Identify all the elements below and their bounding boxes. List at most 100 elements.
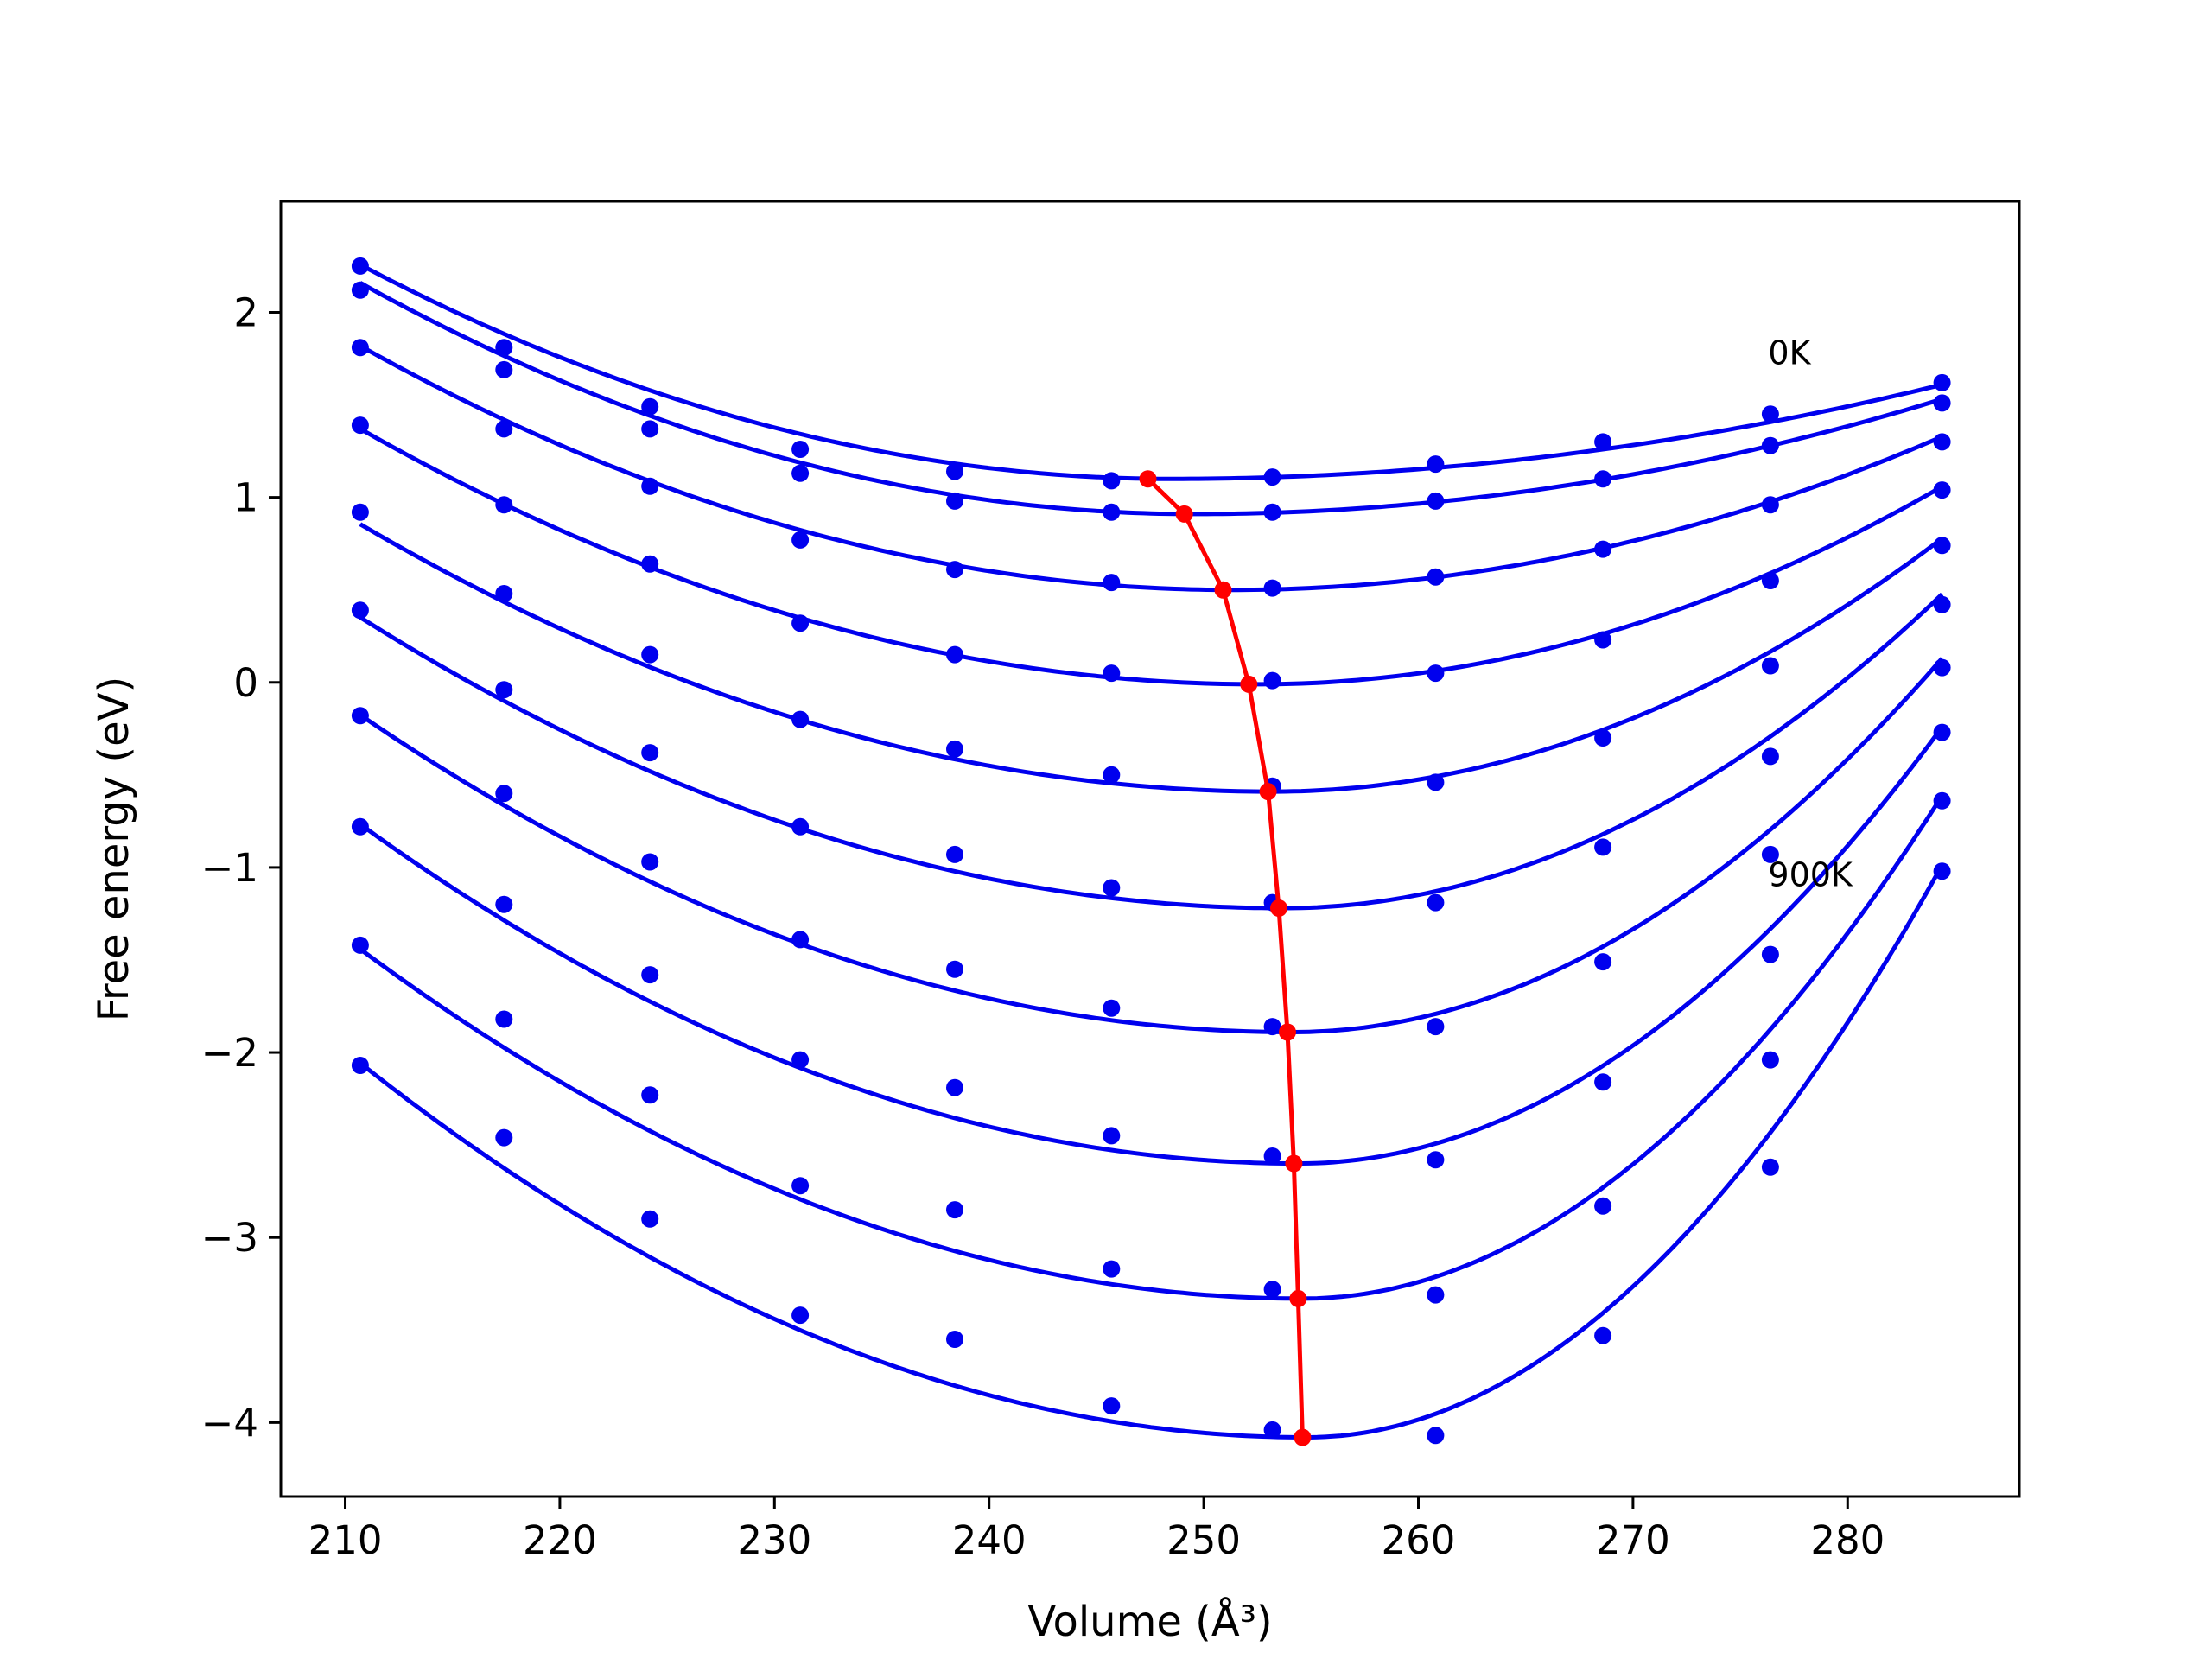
- data-point: [1263, 1147, 1281, 1165]
- data-point: [1427, 773, 1445, 791]
- data-point: [641, 1086, 659, 1104]
- annotations: 0K 900K: [1768, 334, 1853, 893]
- equilibrium-point: [1279, 1023, 1296, 1041]
- data-point: [1761, 405, 1779, 423]
- data-point: [495, 420, 513, 438]
- y-tick-label: −1: [201, 845, 258, 891]
- data-point: [641, 397, 659, 416]
- data-point: [1427, 568, 1445, 586]
- y-tick-label: −2: [201, 1030, 258, 1076]
- fit-curve-4: [359, 427, 1943, 687]
- data-point: [495, 496, 513, 514]
- data-point: [1933, 595, 1951, 613]
- data-point: [1933, 791, 1951, 810]
- fit-curve-8: [359, 726, 1944, 1166]
- x-tick-label: 280: [1810, 1517, 1885, 1563]
- equilibrium-point: [1270, 899, 1287, 917]
- fit-curve-10: [359, 863, 1944, 1440]
- data-point: [1103, 574, 1121, 592]
- y-tick-label: 1: [233, 475, 258, 521]
- data-point: [1761, 657, 1779, 675]
- data-point: [351, 1057, 369, 1074]
- data-point: [1594, 631, 1612, 649]
- fit-curve-5: [359, 522, 1944, 794]
- data-point: [495, 785, 513, 803]
- data-point: [1103, 879, 1121, 897]
- equilibrium-point: [1294, 1428, 1312, 1446]
- data-point: [641, 420, 659, 438]
- data-point: [946, 1078, 963, 1096]
- data-point: [641, 853, 659, 871]
- data-point: [495, 895, 513, 913]
- fit-curve-7: [359, 657, 1944, 1034]
- data-point: [791, 464, 810, 482]
- equilibrium-line: [1139, 470, 1312, 1446]
- data-point: [1427, 455, 1445, 474]
- data-point: [946, 492, 963, 510]
- data-point: [1933, 433, 1951, 451]
- data-point: [1761, 496, 1779, 514]
- curve-annotation: 900K: [1768, 855, 1853, 893]
- x-tick-label: 240: [952, 1517, 1027, 1563]
- data-point: [1263, 1421, 1281, 1439]
- data-point: [1427, 1018, 1445, 1036]
- x-tick-label: 210: [308, 1517, 383, 1563]
- data-point: [1427, 492, 1445, 510]
- data-point: [1761, 1051, 1779, 1069]
- data-point: [1263, 503, 1281, 521]
- x-axis-ticks: 210 220 230 240 250 260 270 280: [308, 1497, 1885, 1563]
- data-point: [1427, 1427, 1445, 1445]
- data-point: [1594, 729, 1612, 747]
- x-tick-label: 270: [1596, 1517, 1670, 1563]
- data-point: [1103, 1260, 1121, 1278]
- y-axis-label: Free energy (eV): [90, 677, 138, 1021]
- data-point: [791, 710, 810, 728]
- data-point: [1761, 747, 1779, 766]
- data-point: [1263, 468, 1281, 486]
- data-point: [1594, 540, 1612, 558]
- fit-curve-2: [359, 281, 1943, 517]
- data-point: [1594, 1197, 1612, 1215]
- equilibrium-point: [1289, 1289, 1307, 1307]
- data-point: [641, 555, 659, 573]
- equilibrium-point: [1285, 1154, 1303, 1173]
- data-point: [1933, 658, 1951, 677]
- x-tick-label: 230: [737, 1517, 811, 1563]
- data-point: [641, 966, 659, 984]
- data-point: [791, 931, 810, 949]
- data-point: [1933, 481, 1951, 499]
- equilibrium-point: [1240, 675, 1258, 693]
- data-point: [1427, 664, 1445, 683]
- data-point: [1933, 373, 1951, 391]
- data-point: [1103, 999, 1121, 1017]
- data-point: [1263, 1281, 1281, 1299]
- data-point: [1427, 1151, 1445, 1169]
- data-point: [641, 744, 659, 762]
- x-tick-label: 220: [523, 1517, 597, 1563]
- data-point: [495, 360, 513, 378]
- fit-curves: [359, 263, 1944, 1440]
- data-point: [351, 503, 369, 521]
- data-point: [351, 707, 369, 725]
- data-point: [946, 740, 963, 758]
- y-tick-label: 2: [233, 289, 258, 335]
- x-tick-label: 250: [1166, 1517, 1241, 1563]
- x-tick-label: 260: [1382, 1517, 1456, 1563]
- data-point: [1933, 394, 1951, 412]
- equilibrium-point: [1259, 783, 1277, 801]
- data-point: [1427, 1286, 1445, 1304]
- fit-curve-3: [359, 344, 1943, 593]
- data-point: [495, 681, 513, 699]
- data-point: [1427, 893, 1445, 912]
- data-point: [495, 585, 513, 602]
- data-point: [1103, 1397, 1121, 1415]
- data-point: [495, 1010, 513, 1028]
- data-point: [1263, 671, 1281, 690]
- data-point: [1103, 766, 1121, 784]
- data-point: [495, 1128, 513, 1147]
- y-tick-label: −4: [201, 1400, 258, 1446]
- data-point: [946, 645, 963, 664]
- data-point: [1103, 664, 1121, 683]
- data-point: [351, 601, 369, 620]
- data-point: [791, 1177, 810, 1195]
